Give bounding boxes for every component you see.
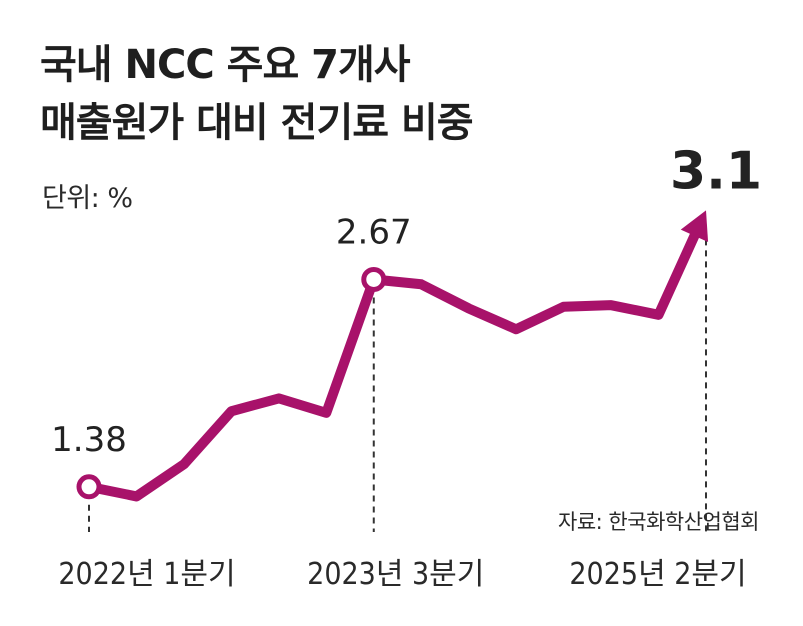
chart-title: 국내 NCC 주요 7개사 매출원가 대비 전기료 비중 (40, 36, 474, 152)
x-tick-label-2: 2023년 3분기 (307, 557, 484, 592)
source-label: 자료: 한국화학산업협회 (558, 510, 759, 534)
x-tick-label-3: 2025년 2분기 (569, 557, 746, 592)
unit-label: 단위: % (42, 183, 133, 214)
point-marker-2 (361, 266, 387, 292)
series-line (84, 227, 702, 502)
chart-title-line-2: 매출원가 대비 전기료 비중 (40, 100, 474, 146)
x-tick-label-1: 2022년 1분기 (58, 557, 235, 592)
data-label-1: 1.38 (51, 420, 127, 460)
data-label-2: 2.67 (336, 212, 412, 252)
point-marker-1 (76, 474, 102, 500)
chart-title-line-1: 국내 NCC 주요 7개사 (40, 42, 411, 88)
arrowhead-marker (680, 210, 709, 243)
data-label-3: 3.1 (670, 141, 762, 201)
